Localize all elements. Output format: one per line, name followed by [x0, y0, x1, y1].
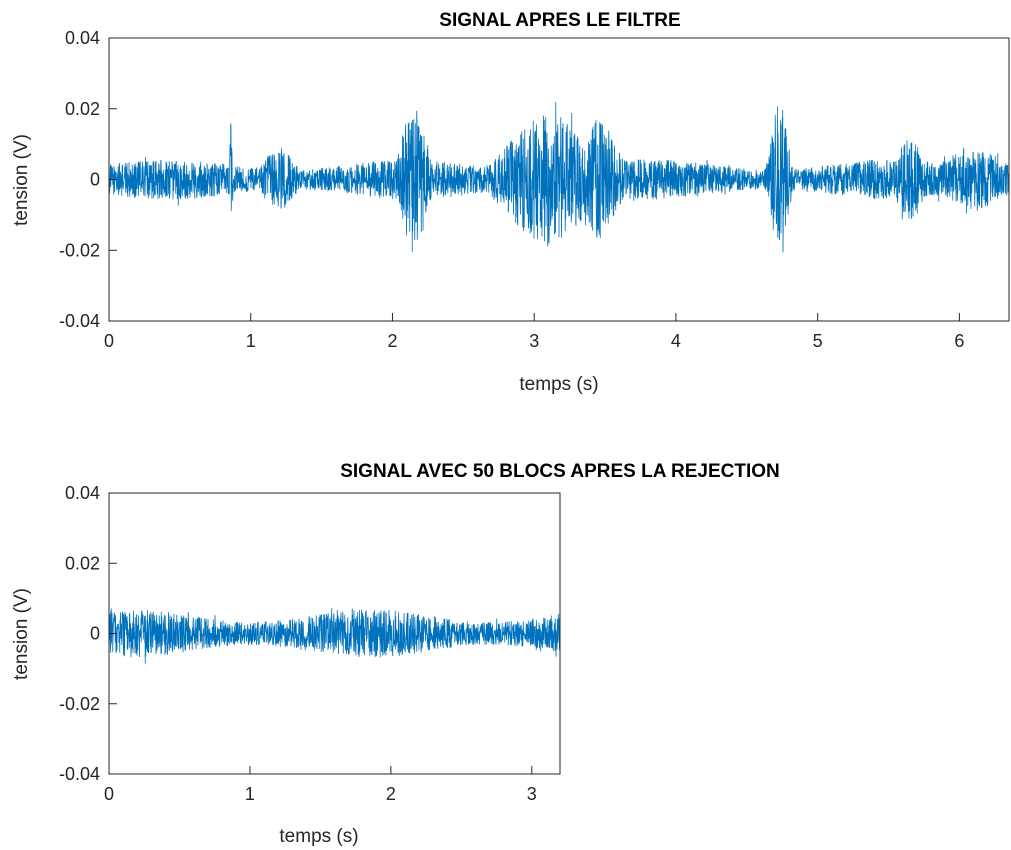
chart-2-series-1 — [108, 608, 561, 664]
chart-2-y-axis: -0.04 -0.02 0 0.02 0.04 — [59, 483, 117, 784]
chart-2-x-axis: 0 1 2 3 — [104, 766, 537, 804]
chart-1-x-tick-label: 0 — [104, 331, 114, 351]
chart-1-y-tick-label: -0.04 — [59, 311, 100, 331]
chart-1-x-tick-label: 2 — [387, 331, 397, 351]
chart-1-x-label: temps (s) — [519, 374, 598, 395]
chart-1-signal-line — [108, 102, 1010, 253]
chart-1-x-tick-label: 4 — [671, 331, 681, 351]
chart-1-y-axis: -0.04 -0.02 0 0.02 0.04 — [59, 28, 117, 331]
chart-1-x-tick-label: 3 — [529, 331, 539, 351]
chart-2-signal-line — [108, 608, 561, 664]
chart-1-x-tick-label: 1 — [246, 331, 256, 351]
chart-2-x-tick-label: 1 — [245, 784, 255, 804]
chart-1-x-axis: 0 1 2 3 4 5 6 — [104, 313, 964, 351]
chart-2-plot-area — [108, 492, 561, 775]
chart-1-y-tick-label: -0.02 — [59, 240, 100, 260]
chart-2-x-label: temps (s) — [279, 826, 358, 847]
chart-1-y-tick-label: 0.02 — [65, 99, 100, 119]
chart-2-y-tick-label: 0.04 — [65, 483, 100, 503]
chart-1-y-label: tension (V) — [11, 134, 32, 226]
chart-1-title: SIGNAL APRES LE FILTRE — [439, 10, 680, 31]
chart-2-x-tick-label: 3 — [527, 784, 537, 804]
chart-2-y-tick-label: -0.04 — [59, 764, 100, 784]
chart-2-x-tick-label: 0 — [104, 784, 114, 804]
chart-2-y-tick-label: -0.02 — [59, 694, 100, 714]
chart-2-y-tick-label: 0 — [90, 624, 100, 644]
chart-1-x-tick-label: 6 — [954, 331, 964, 351]
chart-1-plot-area — [108, 37, 1010, 322]
chart-2-y-label: tension (V) — [11, 588, 32, 680]
chart-2-title: SIGNAL AVEC 50 BLOCS APRES LA REJECTION — [340, 461, 780, 482]
chart-2: SIGNAL AVEC 50 BLOCS APRES LA REJECTION … — [11, 461, 780, 847]
chart-1-x-tick-label: 5 — [813, 331, 823, 351]
chart-2-x-tick-label: 2 — [386, 784, 396, 804]
chart-1-y-tick-label: 0.04 — [65, 28, 100, 48]
chart-1-series-1 — [108, 102, 1010, 253]
chart-1-y-tick-label: 0 — [90, 170, 100, 190]
chart-2-y-tick-label: 0.02 — [65, 553, 100, 573]
